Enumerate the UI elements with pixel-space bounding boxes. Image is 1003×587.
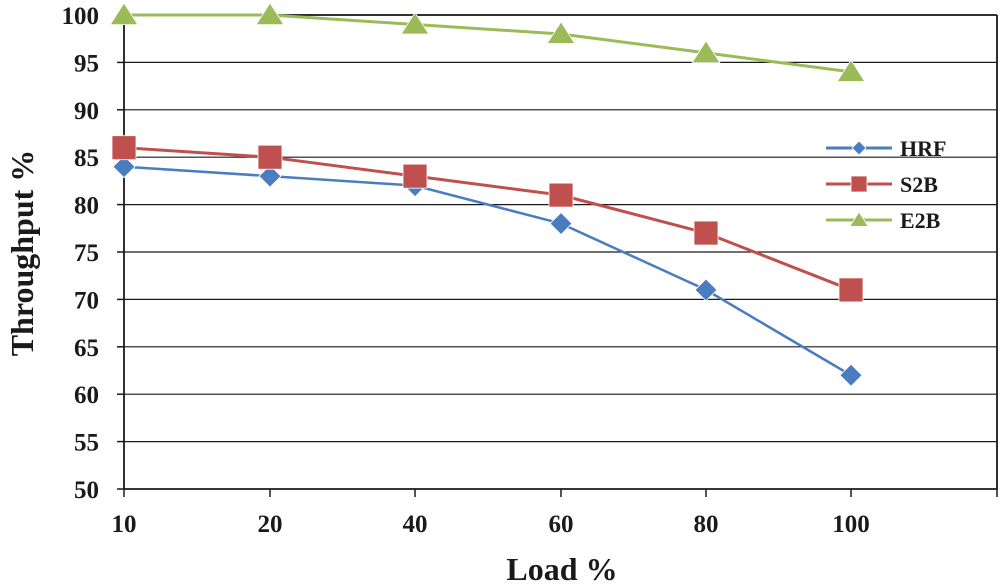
data-point-hrf: [549, 211, 573, 236]
x-tick-label: 20: [258, 511, 283, 538]
data-point-e2b: [836, 59, 866, 82]
legend: HRF S2B E2B: [826, 136, 946, 233]
y-tick-label: 90: [74, 98, 99, 125]
series-line-hrf: [123, 165, 852, 377]
data-point-s2b: [548, 182, 574, 208]
series-s2b: [111, 135, 864, 303]
data-point-s2b: [257, 144, 283, 170]
legend-marker-e2b: [849, 211, 869, 227]
data-point-hrf: [112, 155, 136, 179]
legend-marker-s2b: [850, 175, 868, 193]
y-tick-label: 55: [74, 430, 99, 457]
data-point-s2b: [838, 277, 864, 303]
data-point-e2b: [109, 2, 139, 26]
legend-marker-hrf: [851, 140, 867, 156]
axes: [117, 14, 998, 497]
x-tick-label: 40: [403, 511, 428, 538]
data-point-s2b: [693, 220, 719, 246]
y-axis-title: Throughput %: [4, 150, 40, 357]
y-tick-label: 100: [62, 3, 100, 30]
y-tick-labels: 50 55 60 65 70 75 80 85 90 95 100: [62, 3, 100, 504]
x-tick-label: 100: [832, 511, 870, 538]
series-line-e2b: [124, 13, 852, 74]
data-point-e2b: [400, 11, 430, 35]
legend-label-s2b: S2B: [900, 172, 938, 197]
x-tick-labels: 10 20 40 60 80 100: [112, 511, 870, 538]
series-group: [109, 2, 866, 387]
y-tick-label: 75: [74, 240, 99, 267]
y-tick-label: 65: [74, 335, 99, 362]
legend-label-e2b: E2B: [900, 208, 941, 233]
data-point-e2b: [691, 40, 721, 63]
y-tick-label: 95: [74, 50, 99, 77]
y-tick-label: 60: [74, 382, 99, 409]
series-line-s2b: [123, 146, 852, 292]
series-hrf: [112, 155, 863, 387]
x-axis-title: Load %: [506, 551, 617, 587]
y-tick-label: 50: [74, 477, 99, 504]
data-point-s2b: [111, 135, 137, 161]
data-point-hrf: [839, 363, 863, 387]
series-e2b: [109, 2, 866, 82]
x-tick-label: 80: [694, 511, 719, 538]
y-tick-label: 70: [74, 287, 99, 314]
data-point-e2b: [255, 2, 285, 26]
data-point-s2b: [402, 163, 428, 189]
data-point-e2b: [546, 21, 576, 44]
y-tick-label: 80: [74, 193, 99, 220]
data-point-hrf: [694, 278, 718, 302]
y-tick-label: 85: [74, 145, 99, 172]
x-tick-label: 10: [112, 511, 137, 538]
data-point-hrf: [258, 164, 282, 188]
legend-label-hrf: HRF: [900, 136, 946, 161]
x-tick-label: 60: [549, 511, 574, 538]
